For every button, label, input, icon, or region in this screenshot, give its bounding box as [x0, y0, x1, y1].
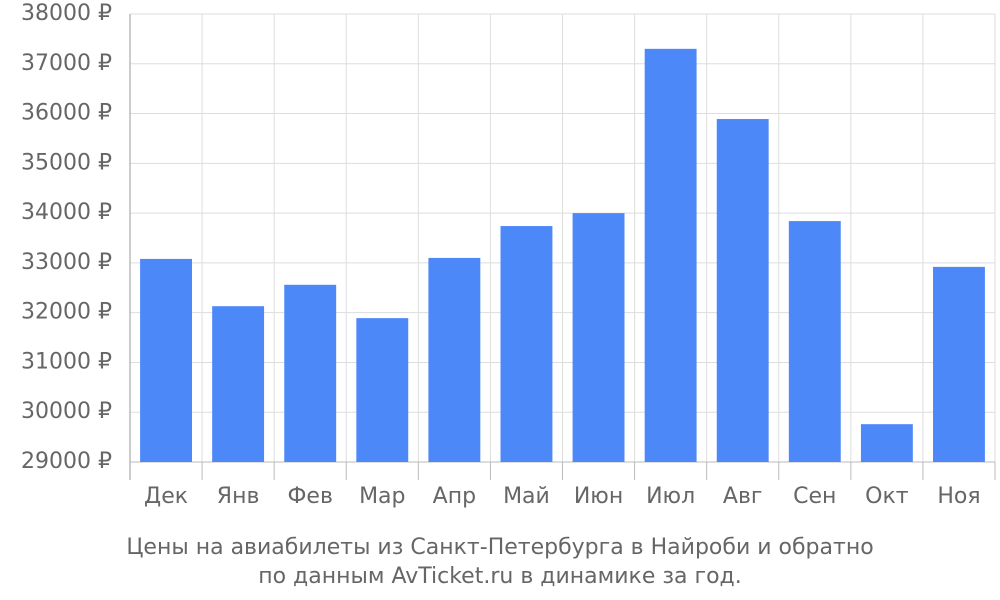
bar [716, 119, 769, 462]
bar [140, 258, 192, 462]
bar [500, 226, 553, 462]
x-tick-label: Сен [793, 484, 836, 509]
x-tick-label: Авг [723, 484, 763, 509]
bar [428, 257, 481, 462]
x-tick-label: Мар [359, 484, 405, 509]
bar [284, 284, 337, 462]
bar [212, 306, 265, 462]
x-tick-label: Апр [433, 484, 476, 509]
y-tick-label: 29000 ₽ [21, 449, 112, 474]
x-tick-label: Янв [217, 484, 260, 509]
y-tick-label: 36000 ₽ [21, 101, 112, 126]
x-tick-label: Май [503, 484, 550, 509]
chart-subtitle: по данным AvTicket.ru в динамике за год. [258, 564, 742, 589]
x-tick-label: Июл [646, 484, 695, 509]
y-tick-label: 37000 ₽ [21, 51, 112, 76]
y-tick-label: 38000 ₽ [21, 1, 112, 26]
x-tick-label: Ноя [937, 484, 980, 509]
y-tick-label: 34000 ₽ [21, 200, 112, 225]
bar [356, 318, 409, 462]
bar [860, 424, 913, 462]
y-tick-label: 33000 ₽ [21, 250, 112, 275]
y-tick-label: 30000 ₽ [21, 399, 112, 424]
bar [933, 266, 985, 462]
x-tick-label: Окт [865, 484, 909, 509]
x-tick-label: Дек [144, 484, 188, 509]
x-tick-label: Фев [287, 484, 332, 509]
bar [788, 221, 841, 462]
bar [644, 48, 697, 462]
bar [572, 213, 625, 462]
chart-title: Цены на авиабилеты из Санкт-Петербурга в… [126, 535, 873, 560]
x-tick-label: Июн [574, 484, 623, 509]
y-tick-label: 32000 ₽ [21, 300, 112, 325]
y-tick-label: 31000 ₽ [21, 349, 112, 374]
y-tick-label: 35000 ₽ [21, 150, 112, 175]
